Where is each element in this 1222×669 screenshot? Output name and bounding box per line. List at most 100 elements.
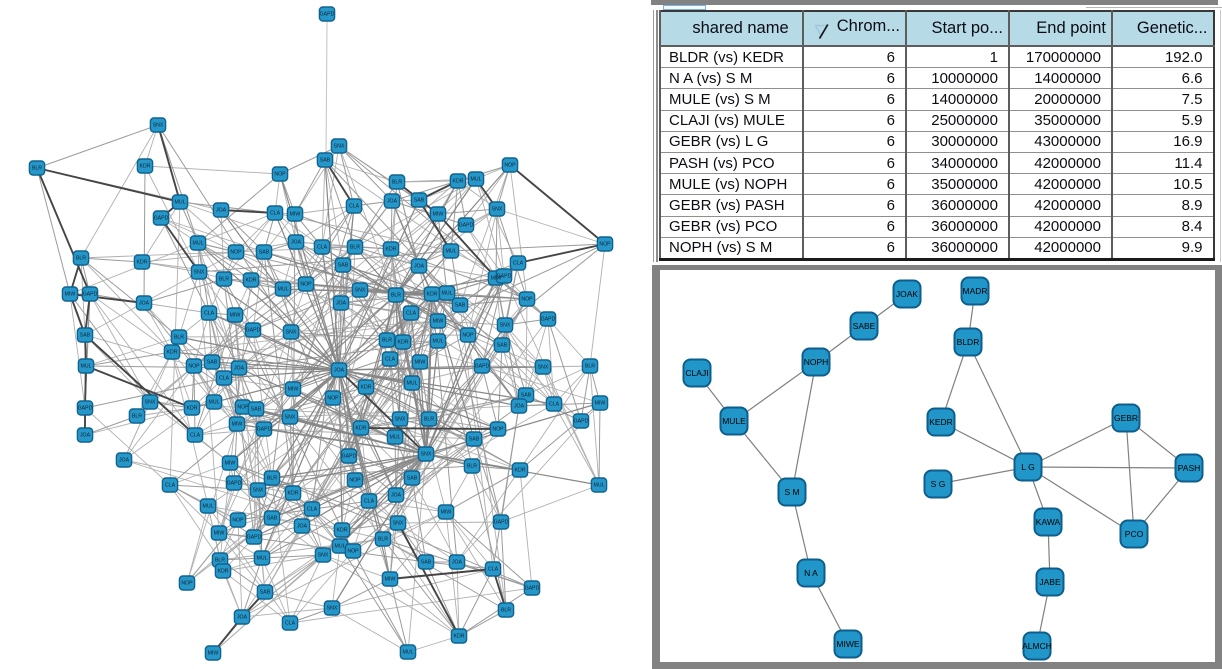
svg-text:MUL: MUL (81, 364, 92, 370)
svg-text:SAB: SAB (251, 407, 262, 413)
svg-text:MUL: MUL (390, 435, 401, 441)
svg-text:SAB: SAB (260, 590, 271, 596)
svg-text:JABE: JABE (1039, 577, 1061, 587)
svg-text:SNX: SNX (145, 400, 156, 406)
svg-text:BLR: BLR (392, 180, 402, 186)
svg-text:NOP: NOP (521, 297, 533, 303)
svg-text:MIW: MIW (230, 313, 241, 319)
svg-text:BLR: BLR (501, 608, 511, 614)
svg-text:NOP: NOP (349, 478, 361, 484)
svg-text:KDR: KDR (453, 179, 464, 185)
svg-text:CLA: CLA (406, 311, 417, 317)
svg-text:GAPD: GAPD (83, 292, 98, 298)
svg-text:SAB: SAB (259, 250, 270, 256)
svg-text:NOP: NOP (462, 333, 474, 339)
svg-text:MUL: MUL (209, 400, 220, 406)
svg-text:BLR: BLR (585, 364, 595, 370)
svg-text:BLDR: BLDR (957, 337, 980, 347)
svg-text:CLA: CLA (285, 621, 296, 627)
svg-text:KDR: KDR (361, 385, 372, 391)
svg-text:GAPD: GAPD (246, 328, 261, 334)
svg-text:BLR: BLR (219, 277, 229, 283)
svg-text:MIW: MIW (208, 651, 219, 657)
svg-text:JOA: JOA (234, 366, 245, 372)
svg-text:SAB: SAB (497, 343, 508, 349)
svg-text:SNX: SNX (395, 417, 406, 423)
svg-text:MUL: MUL (193, 241, 204, 247)
svg-text:MUL: MUL (442, 291, 453, 297)
svg-text:GAPD: GAPD (494, 520, 509, 526)
svg-text:SAB: SAB (267, 516, 278, 522)
svg-text:NOP: NOP (327, 396, 339, 402)
svg-text:MUL: MUL (471, 177, 482, 183)
svg-text:CLA: CLA (317, 245, 328, 251)
svg-text:MUL: MUL (335, 544, 346, 550)
svg-text:S G: S G (931, 479, 946, 489)
svg-text:GAPD: GAPD (459, 223, 474, 229)
svg-text:JOA: JOA (414, 264, 425, 270)
svg-text:KDR: KDR (288, 491, 299, 497)
svg-text:JOA: JOA (80, 433, 91, 439)
svg-text:JOA: JOA (216, 208, 227, 214)
svg-text:NOP: NOP (237, 405, 249, 411)
svg-text:KDR: KDR (137, 260, 148, 266)
svg-text:MIW: MIW (415, 360, 426, 366)
svg-text:JOA: JOA (119, 458, 130, 464)
svg-text:KDR: KDR (427, 292, 438, 298)
svg-text:CLA: CLA (364, 499, 375, 505)
svg-text:MUL: MUL (446, 249, 457, 255)
svg-text:SAB: SAB (421, 560, 432, 566)
svg-text:SNX: SNX (286, 330, 297, 336)
svg-text:JOAK: JOAK (896, 289, 919, 299)
svg-text:JOA: JOA (336, 301, 347, 307)
svg-text:KDR: KDR (337, 528, 348, 534)
svg-text:CLA: CLA (204, 311, 215, 317)
svg-text:MUL: MUL (257, 556, 268, 562)
svg-text:MIW: MIW (232, 422, 243, 428)
svg-text:MIW: MIW (290, 212, 301, 218)
svg-text:SNX: SNX (253, 488, 264, 494)
svg-text:SNX: SNX (393, 521, 404, 527)
svg-text:MIW: MIW (65, 292, 76, 298)
svg-text:SAB: SAB (455, 303, 466, 309)
svg-text:SNX: SNX (318, 553, 329, 559)
svg-text:GAPD: GAPD (227, 481, 242, 487)
svg-text:SNX: SNX (334, 144, 345, 150)
svg-text:KDR: KDR (167, 350, 178, 356)
svg-text:NOP: NOP (599, 242, 611, 248)
svg-text:MADR: MADR (962, 286, 987, 296)
svg-text:MIW: MIW (491, 276, 502, 282)
svg-text:MUL: MUL (278, 287, 289, 293)
svg-text:BLR: BLR (174, 335, 184, 341)
svg-text:KDR: KDR (386, 247, 397, 253)
svg-text:KDR: KDR (187, 406, 198, 412)
svg-text:NOP: NOP (274, 172, 286, 178)
svg-text:GAPD: GAPD (154, 216, 169, 222)
svg-text:MIW: MIW (595, 401, 606, 407)
svg-text:NOP: NOP (492, 427, 504, 433)
svg-text:CLA: CLA (349, 204, 360, 210)
svg-text:NOP: NOP (300, 282, 312, 288)
svg-text:L G: L G (1021, 462, 1034, 472)
svg-text:CLAJI: CLAJI (685, 368, 708, 378)
svg-text:SNX: SNX (355, 288, 366, 294)
svg-text:MUL: MUL (175, 200, 186, 206)
svg-text:GAPD: GAPD (525, 586, 540, 592)
svg-text:MUL: MUL (403, 650, 414, 656)
svg-text:BLR: BLR (32, 166, 42, 172)
svg-text:BLR: BLR (350, 245, 360, 251)
svg-text:KEDR: KEDR (929, 417, 953, 427)
svg-text:SAB: SAB (469, 437, 480, 443)
svg-text:CLA: CLA (190, 433, 201, 439)
svg-text:SNX: SNX (421, 452, 432, 458)
svg-text:S M: S M (784, 487, 799, 497)
svg-text:GEBR: GEBR (1114, 413, 1138, 423)
svg-text:BLR: BLR (424, 417, 434, 423)
svg-text:BLR: BLR (132, 414, 142, 420)
svg-text:MIW: MIW (385, 577, 396, 583)
svg-text:SAB: SAB (320, 158, 331, 164)
svg-text:MUL: MUL (594, 483, 605, 489)
svg-text:MIW: MIW (433, 212, 444, 218)
svg-text:NOP: NOP (504, 163, 516, 169)
svg-text:MUL: MUL (203, 504, 214, 510)
